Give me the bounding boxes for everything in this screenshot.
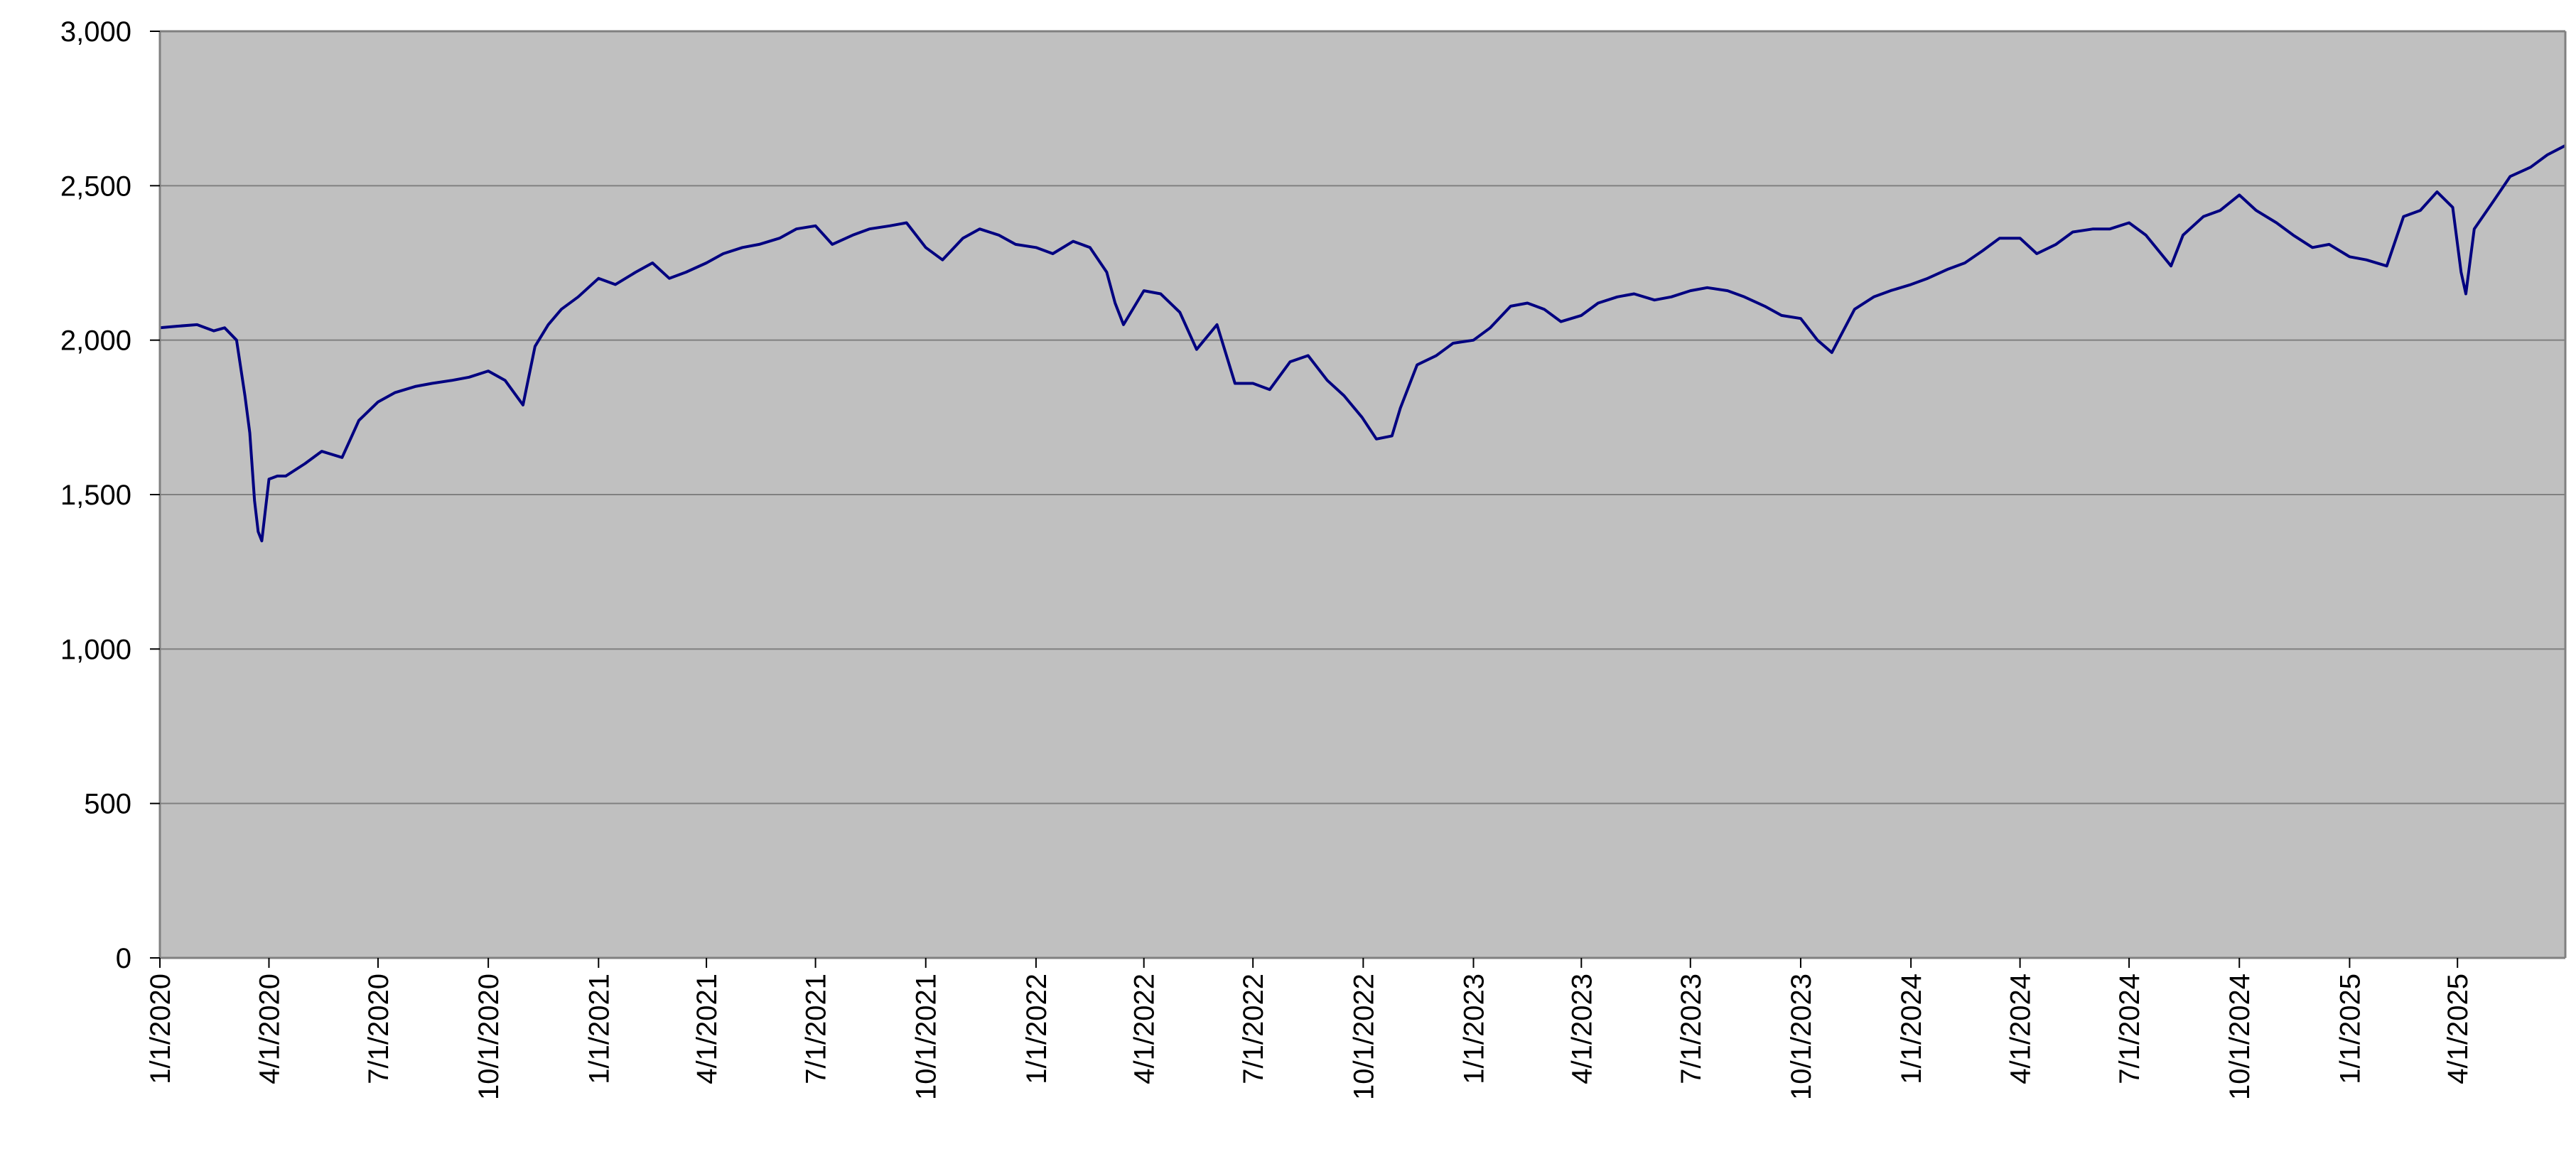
x-tick-label: 4/1/2023 xyxy=(1566,974,1597,1084)
x-tick-label: 10/1/2022 xyxy=(1348,974,1379,1100)
x-tick-label: 7/1/2023 xyxy=(1676,974,1707,1084)
x-tick-label: 4/1/2022 xyxy=(1129,974,1160,1084)
y-tick-label: 500 xyxy=(84,789,131,820)
x-tick-label: 1/1/2022 xyxy=(1021,974,1052,1084)
x-tick-label: 4/1/2020 xyxy=(254,974,285,1084)
y-tick-label: 0 xyxy=(116,943,131,974)
x-axis-ticks: 1/1/2020 4/1/2020 7/1/2020 10/1/2020 1/1/202… xyxy=(145,958,2474,1100)
x-tick-label: 4/1/2025 xyxy=(2442,974,2474,1084)
x-tick-label: 1/1/2024 xyxy=(1896,974,1927,1084)
y-tick-label: 1,500 xyxy=(60,480,131,511)
y-tick-label: 2,500 xyxy=(60,171,131,202)
y-tick-label: 2,000 xyxy=(60,325,131,357)
series-line xyxy=(159,144,2566,543)
x-tick-label: 7/1/2024 xyxy=(2114,974,2145,1084)
x-tick-label: 1/1/2023 xyxy=(1459,974,1490,1084)
x-tick-label: 1/1/2025 xyxy=(2334,974,2366,1084)
x-tick-label: 10/1/2023 xyxy=(1786,974,1817,1100)
x-tick-label: 10/1/2024 xyxy=(2224,974,2256,1100)
x-tick-label: 7/1/2022 xyxy=(1238,974,1269,1084)
x-tick-label: 10/1/2021 xyxy=(911,974,942,1100)
x-tick-label: 4/1/2024 xyxy=(2005,974,2037,1084)
x-tick-label: 10/1/2020 xyxy=(473,974,505,1100)
x-tick-label: 7/1/2021 xyxy=(801,974,832,1084)
y-tick-label: 3,000 xyxy=(60,16,131,48)
gridlines xyxy=(160,185,2565,804)
y-tick-label: 1,000 xyxy=(60,634,131,665)
x-tick-label: 1/1/2021 xyxy=(583,974,615,1084)
y-axis-ticks: 0 500 1,000 1,500 2,000 2,500 3,000 xyxy=(60,16,160,974)
x-tick-label: 1/1/2020 xyxy=(145,974,176,1084)
x-tick-label: 7/1/2020 xyxy=(363,974,394,1084)
x-tick-label: 4/1/2021 xyxy=(691,974,723,1084)
